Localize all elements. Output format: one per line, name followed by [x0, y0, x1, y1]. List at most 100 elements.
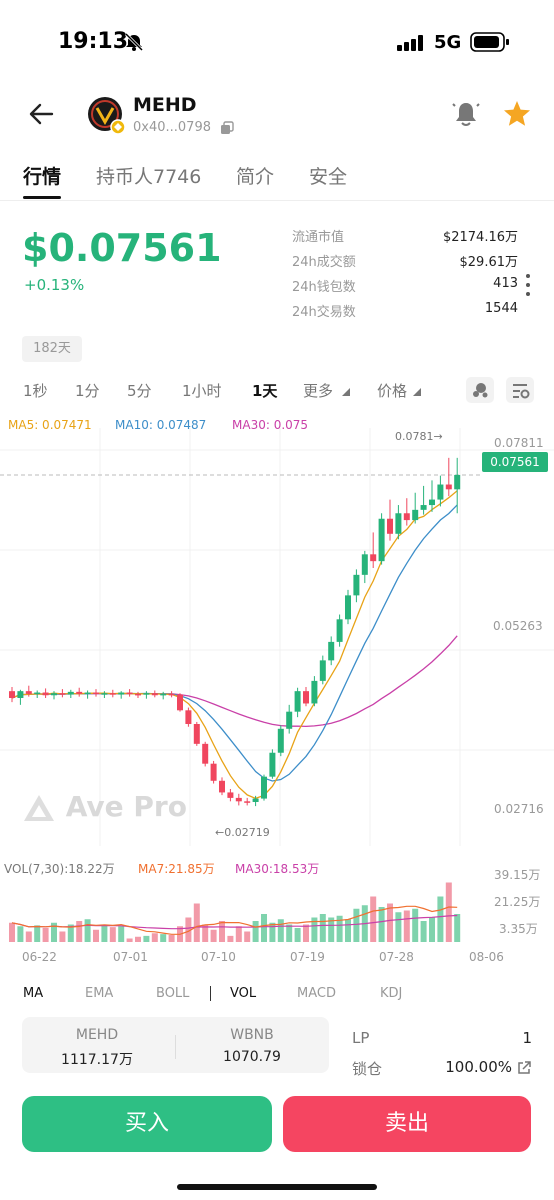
volume-bar [193, 903, 200, 942]
y-tick-label: 0.07811 [494, 436, 544, 450]
pair-token-amount: 1117.17万 [61, 1052, 133, 1068]
bubbles-icon [473, 383, 488, 398]
volume-bar [168, 935, 175, 942]
volume-bar [445, 882, 452, 942]
timeframe-1s[interactable]: 1秒 [23, 382, 48, 400]
volume-bar [403, 910, 410, 942]
chart-settings-button[interactable] [506, 377, 534, 403]
tab-holders[interactable]: 持币人7746 [96, 166, 202, 188]
volume-bar [109, 927, 116, 942]
alert-bell-icon[interactable] [452, 100, 480, 128]
token-address: 0x40...0798 [133, 120, 211, 135]
x-tick-label: 07-19 [290, 950, 325, 964]
volume-bar [319, 914, 326, 942]
dropdown-triangle-icon [342, 388, 350, 396]
candle-body [370, 554, 377, 562]
candle-body [261, 776, 267, 799]
candle-body [177, 694, 183, 711]
high-price-marker: 0.0781→ [395, 430, 443, 443]
volume-chart[interactable] [0, 870, 554, 945]
volume-bar [143, 935, 150, 942]
watermark-text: Ave Pro [65, 790, 187, 823]
y-tick-label: 0.02716 [494, 802, 544, 816]
lock-value: 100.00% [445, 1058, 512, 1076]
external-link-icon[interactable] [516, 1060, 532, 1076]
active-tab-indicator [23, 196, 61, 199]
timeframe-1d[interactable]: 1天 [252, 382, 278, 400]
volume-bar [185, 917, 192, 942]
timeframe-5m[interactable]: 5分 [127, 382, 152, 400]
candle-body [42, 692, 49, 696]
price-change: +0.13% [24, 276, 85, 294]
timeframe-1m[interactable]: 1分 [75, 382, 100, 400]
indicator-ma[interactable]: MA [23, 986, 44, 1001]
volume-bar [67, 924, 74, 942]
volume-bar [25, 931, 32, 942]
settings-sliders-icon [513, 384, 530, 399]
indicator-ema[interactable]: EMA [85, 986, 114, 1001]
indicator-boll[interactable]: BOLL [156, 986, 190, 1001]
liquidity-pair-box: MEHD 1117.17万 WBNB 1070.79 [22, 1017, 329, 1073]
lock-label: 锁仓 [352, 1060, 383, 1078]
vol-ma7-legend: MA7:21.85万 [138, 862, 215, 876]
candle-body [227, 792, 234, 798]
candle-body [378, 518, 385, 562]
volume-bar [76, 921, 83, 942]
volume-bar [353, 908, 360, 942]
vol-tick-label: 3.35万 [499, 922, 538, 936]
volume-bar [84, 919, 91, 942]
candle-body [93, 692, 99, 695]
favorite-star-icon[interactable] [503, 100, 531, 128]
stat-value: $2174.16万 [442, 230, 518, 245]
buy-button[interactable]: 买入 [22, 1096, 272, 1152]
volume-bar [118, 926, 125, 942]
tab-security[interactable]: 安全 [309, 166, 348, 188]
candle-body [387, 518, 393, 534]
tab-intro[interactable]: 简介 [236, 166, 275, 188]
sell-button[interactable]: 卖出 [283, 1096, 531, 1152]
candle-body [445, 484, 452, 490]
volume-bar [227, 935, 234, 942]
vol-ma7-line [11, 905, 458, 935]
candle-body [34, 692, 41, 695]
candle-body [67, 691, 74, 695]
indicator-vol[interactable]: VOL [230, 986, 257, 1001]
candle-body [76, 691, 83, 694]
timeframe-more[interactable]: 更多 [303, 382, 334, 400]
current-price-tag: 0.07561 [482, 452, 548, 472]
volume-bar [135, 936, 141, 942]
back-arrow-icon[interactable] [28, 102, 56, 126]
watermark-logo: Ave Pro [22, 790, 187, 823]
indicator-kdj[interactable]: KDJ [380, 986, 403, 1001]
candle-body [160, 693, 167, 696]
candle-body [185, 710, 192, 724]
volume-bar [235, 926, 242, 942]
volume-bar [429, 917, 435, 942]
volume-bar [126, 938, 133, 942]
ma10-line [11, 504, 458, 782]
candle-body [403, 513, 410, 521]
tab-market[interactable]: 行情 [23, 166, 62, 188]
price-mode-select[interactable]: 价格 [377, 382, 408, 400]
candle-body [168, 693, 175, 696]
ma30-legend: MA30: 0.075 [232, 418, 309, 432]
volume-bar [420, 921, 427, 942]
lp-value: 1 [522, 1029, 532, 1047]
indicator-toggle-button[interactable] [466, 377, 494, 403]
candle-body [286, 711, 293, 729]
home-indicator [177, 1184, 377, 1190]
more-dots-icon[interactable] [523, 272, 533, 298]
low-price-marker: ←0.02719 [215, 826, 270, 839]
price-chart[interactable] [0, 428, 554, 846]
indicator-macd[interactable]: MACD [297, 986, 336, 1001]
copy-icon[interactable] [220, 121, 234, 135]
candle-body [303, 691, 309, 704]
candle-body [219, 780, 225, 793]
volume-bar [51, 922, 57, 942]
candle-body [328, 641, 335, 661]
volume-bar [151, 933, 158, 942]
candle-body [429, 499, 435, 506]
timeframe-1h[interactable]: 1小时 [182, 382, 222, 400]
x-tick-label: 08-06 [469, 950, 504, 964]
volume-bar [17, 926, 24, 942]
